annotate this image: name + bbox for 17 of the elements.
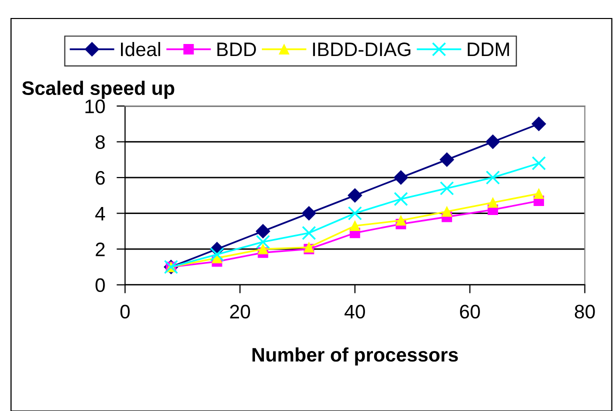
legend-label: Ideal [121, 42, 160, 56]
x-axis-title: Number of processors [252, 347, 458, 366]
y-tick-label: 8 [96, 135, 105, 150]
y-tick-label: 6 [96, 171, 105, 185]
legend-label: IBDD-DIAG [313, 42, 410, 56]
legend-label: BDD [217, 42, 256, 56]
x-tick-label: 80 [574, 304, 595, 319]
y-tick-label: 0 [96, 278, 105, 292]
y-tick-label: 4 [95, 206, 106, 220]
x-tick-label: 40 [344, 304, 365, 319]
y-tick-label: 10 [85, 100, 105, 114]
x-tick-label: 60 [460, 304, 480, 319]
x-tick-label: 20 [230, 304, 250, 319]
x-tick-label: 0 [120, 304, 130, 319]
y-axis-title: Scaled speed up [22, 80, 174, 99]
legend-label: DDM [468, 42, 509, 56]
y-tick-label: 2 [96, 242, 105, 256]
